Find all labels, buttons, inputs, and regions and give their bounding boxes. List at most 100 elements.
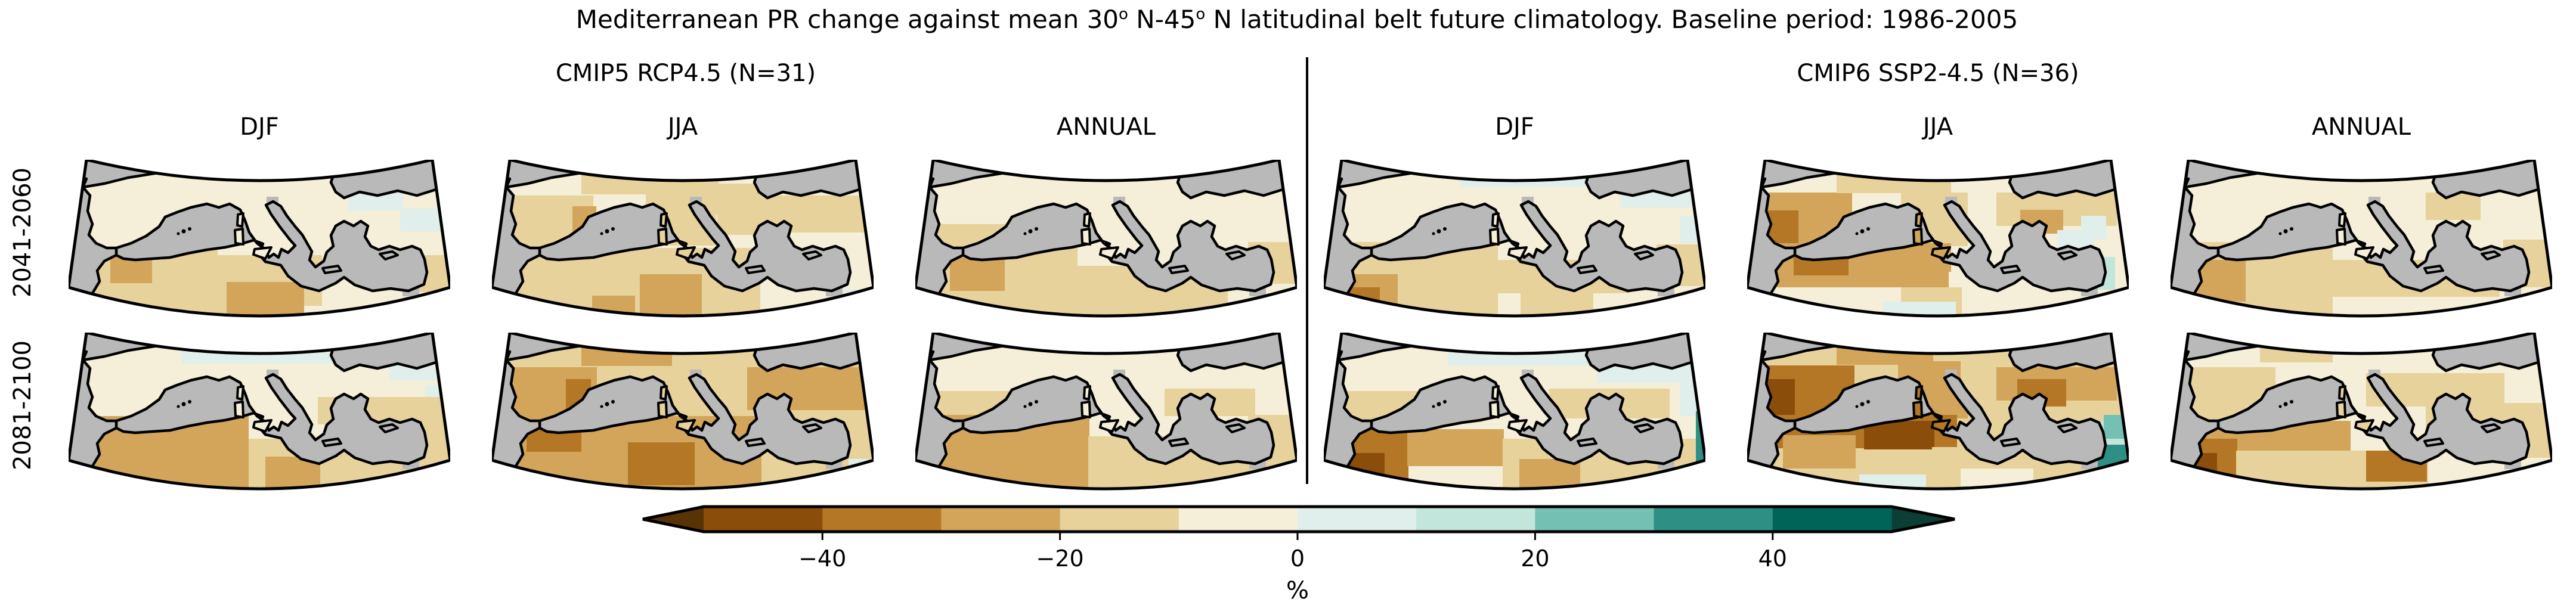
title-text: Mediterranean PR change against mean 30 <box>575 5 1119 34</box>
balearic-island-dot <box>1855 232 1859 235</box>
sicily-island <box>676 246 696 260</box>
black-sea <box>1171 333 1297 373</box>
cyprus-island <box>1225 250 1246 260</box>
crete-island <box>321 265 342 274</box>
cyprus-island <box>379 423 399 433</box>
colorbar-segment <box>1178 507 1298 532</box>
group-header-cmip5: CMIP5 RCP4.5 (N=31) <box>555 60 816 87</box>
pr-change-cell <box>640 274 702 316</box>
panel-border <box>2171 333 2552 491</box>
colorbar-segment <box>1772 507 1892 532</box>
corsica-island <box>1083 212 1091 228</box>
panel-border <box>1747 333 2129 491</box>
pr-change-cell <box>2426 193 2481 220</box>
panel-border <box>1747 160 2129 318</box>
panel-border <box>915 160 1297 318</box>
balearic-island-dot <box>605 229 609 234</box>
balearic-island-dot <box>2278 232 2282 235</box>
colorbar-segment <box>1298 507 1417 532</box>
balearic-island-dot <box>1436 229 1441 234</box>
title-text: N latitudinal belt future climatology. B… <box>1205 5 2018 34</box>
balearic-island-dot <box>1028 402 1033 407</box>
crete-island <box>2423 265 2444 274</box>
black-sea <box>1580 160 1705 200</box>
black-sea <box>324 160 450 200</box>
colorbar-segment <box>1535 507 1655 532</box>
sardinia-island <box>1912 401 1923 418</box>
sardinia-island <box>1489 228 1500 246</box>
pr-change-cell <box>1407 429 1504 466</box>
panel-border <box>492 160 874 318</box>
balearic-island-dot <box>188 400 191 404</box>
balearic-island-dot <box>1866 400 1870 404</box>
cyprus-island <box>802 423 822 433</box>
corsica-island <box>236 385 244 401</box>
cyprus-island <box>379 250 399 260</box>
figure-title: Mediterranean PR change against mean 30o… <box>576 5 2018 34</box>
black-sea <box>2426 333 2552 373</box>
colorbar-svg: −40 −20 0 20 40% <box>642 505 1955 604</box>
crete-island <box>745 265 766 274</box>
corsica-island <box>1491 212 1500 228</box>
panel-border <box>69 160 450 318</box>
map-panel-cmip6-annual-2081-2100: CMIP6 SSP2-4.5 ANNUAL 2081-2100: Moderat… <box>2171 333 2552 491</box>
sicily-island <box>1099 246 1119 260</box>
balearic-island-dot <box>2283 229 2288 234</box>
pr-change-cell <box>592 296 635 316</box>
sicily-island <box>1931 419 1951 433</box>
balearic-island-dot <box>1023 405 1027 408</box>
balearic-island-dot <box>1443 400 1447 404</box>
row-header-2081-2100: 2081-2100 <box>9 340 36 471</box>
sardinia-island <box>2336 401 2346 418</box>
pr-change-cell <box>227 282 304 316</box>
sardinia-island <box>234 228 244 246</box>
black-sea <box>1580 333 1705 373</box>
balearic-island-dot <box>177 232 180 235</box>
cyprus-island <box>2057 250 2077 260</box>
sardinia-island <box>1080 228 1091 246</box>
row-header-2041-2060: 2041-2060 <box>9 167 36 298</box>
balearic-island-dot <box>2278 405 2282 408</box>
colorbar-segment <box>822 507 942 532</box>
balearic-island-dot <box>1028 229 1033 234</box>
cyprus-island <box>1225 423 1246 433</box>
sicily-island <box>1099 419 1119 433</box>
balearic-island-dot <box>181 402 186 407</box>
crete-island <box>1577 438 1597 447</box>
balearic-island-dot <box>188 227 191 231</box>
colorbar-tick-label: −40 <box>798 545 846 572</box>
colorbar-outline <box>642 505 1955 533</box>
crete-island <box>745 438 766 447</box>
balearic-island-dot <box>2290 400 2293 404</box>
colorbar-tick-label: 40 <box>1758 545 1787 572</box>
crete-island <box>1577 265 1597 274</box>
cyprus-island <box>2057 423 2077 433</box>
pr-change-cell <box>1680 216 1705 243</box>
balearic-island-dot <box>1432 232 1435 235</box>
balearic-island-dot <box>1436 402 1441 407</box>
balearic-island-dot <box>181 229 186 234</box>
crete-island <box>1168 265 1189 274</box>
panel-border <box>915 333 1297 491</box>
panel-border <box>2171 160 2552 318</box>
colorbar-segment <box>1416 507 1535 532</box>
map-panel-cmip5-jja-2041-2060: CMIP5 RCP4.5 JJA 2041-2060: Drying -10 t… <box>492 160 874 318</box>
colorbar-segment <box>941 507 1061 532</box>
corsica-island <box>1491 385 1500 401</box>
black-sea <box>324 333 450 373</box>
corsica-island <box>1083 385 1091 401</box>
sardinia-island <box>2336 228 2346 246</box>
balearic-island-dot <box>1860 402 1865 407</box>
balearic-island-dot <box>605 402 609 407</box>
sicily-island <box>1507 419 1528 433</box>
col-header-cmip6-jja: JJA <box>1922 113 1953 141</box>
corsica-island <box>2338 212 2346 228</box>
sicily-island <box>1507 246 1528 260</box>
group-header-cmip6: CMIP6 SSP2-4.5 (N=36) <box>1797 60 2079 87</box>
colorbar-tick-label: 20 <box>1521 545 1549 572</box>
panel-border <box>492 333 874 491</box>
sardinia-island <box>1080 401 1091 418</box>
corsica-island <box>1915 212 1923 228</box>
balearic-island-dot <box>2290 227 2293 231</box>
